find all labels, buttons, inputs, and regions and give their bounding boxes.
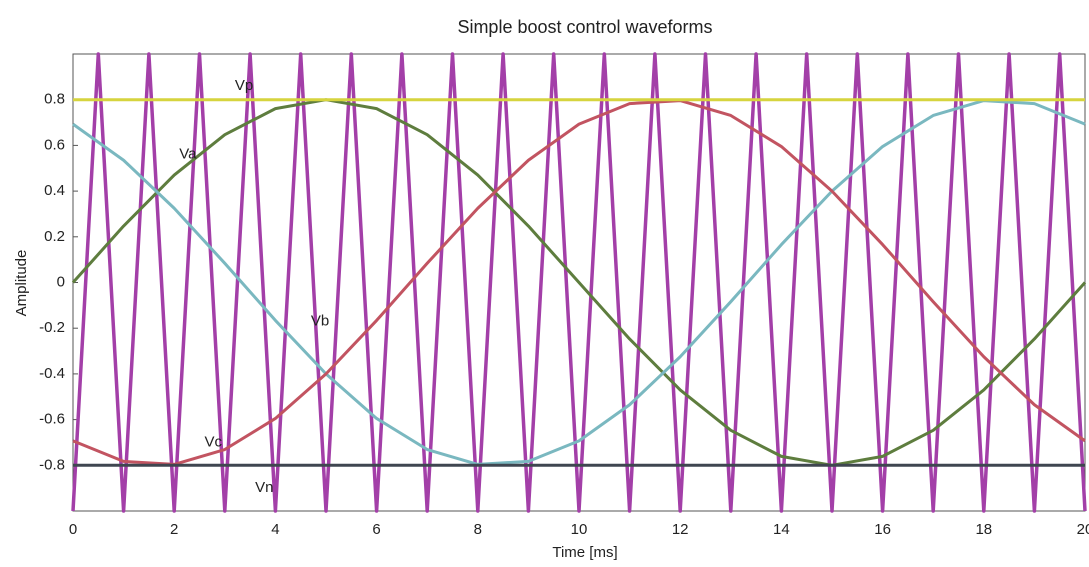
y-tick-label: -0.6 bbox=[39, 411, 65, 428]
series-label: Vp bbox=[235, 77, 253, 94]
series-line bbox=[71, 52, 1087, 513]
x-tick-label: 16 bbox=[874, 521, 891, 538]
x-tick-label: 2 bbox=[170, 521, 178, 538]
y-tick-label: -0.8 bbox=[39, 456, 65, 473]
y-tick-label: 0 bbox=[57, 273, 65, 290]
x-tick-label: 8 bbox=[474, 521, 482, 538]
y-tick-label: 0.4 bbox=[44, 182, 65, 199]
x-tick-label: 14 bbox=[773, 521, 790, 538]
y-tick-label: 0.2 bbox=[44, 228, 65, 245]
series-label: Vb bbox=[311, 312, 329, 329]
series-label: Va bbox=[179, 146, 197, 163]
series-label: Vc bbox=[205, 433, 223, 450]
x-tick-label: 10 bbox=[571, 521, 588, 538]
x-tick-label: 6 bbox=[372, 521, 380, 538]
x-tick-label: 18 bbox=[975, 521, 992, 538]
y-tick-label: 0.6 bbox=[44, 136, 65, 153]
series-line bbox=[71, 98, 1087, 467]
y-tick-label: -0.4 bbox=[39, 365, 65, 382]
series-label: Vn bbox=[255, 479, 273, 496]
y-axis-label: Amplitude bbox=[13, 250, 30, 317]
x-tick-label: 0 bbox=[69, 521, 77, 538]
x-tick-label: 20 bbox=[1077, 521, 1089, 538]
y-tick-label: 0.8 bbox=[44, 91, 65, 108]
y-tick-label: -0.2 bbox=[39, 319, 65, 336]
x-tick-label: 12 bbox=[672, 521, 689, 538]
series-line bbox=[72, 99, 1086, 466]
x-tick-label: 4 bbox=[271, 521, 279, 538]
series-line bbox=[72, 99, 1086, 466]
chart-title: Simple boost control waveforms bbox=[457, 17, 712, 37]
x-axis-label: Time [ms] bbox=[552, 544, 617, 561]
